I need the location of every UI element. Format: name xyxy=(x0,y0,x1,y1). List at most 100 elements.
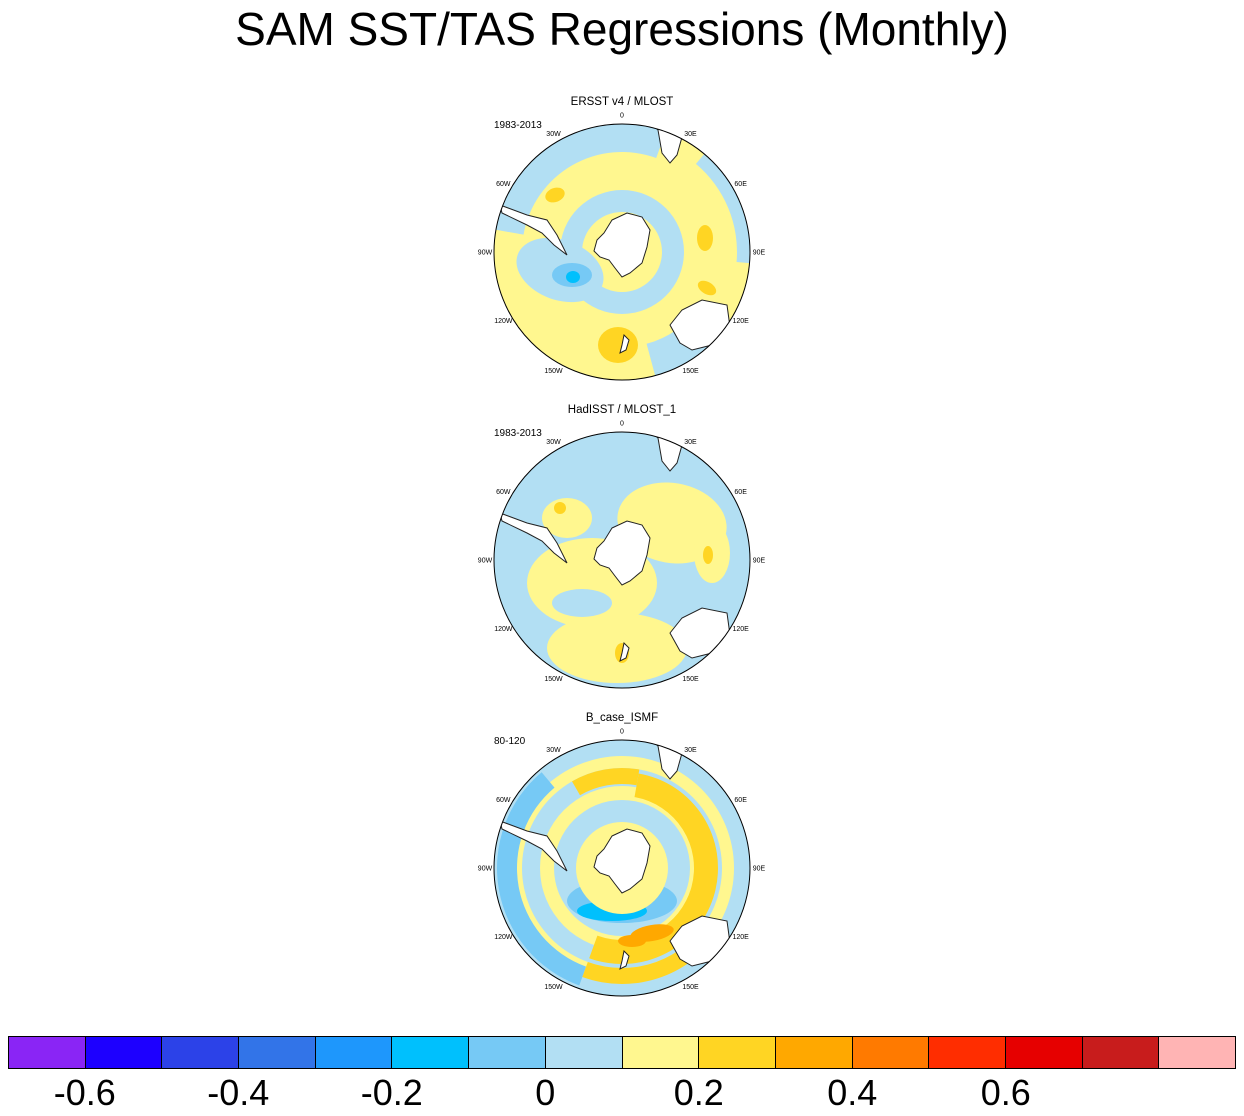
anomaly-patch xyxy=(566,271,580,283)
longitude-label: 120W xyxy=(494,626,513,633)
anomaly-patch xyxy=(703,546,713,564)
colorbar-swatch xyxy=(469,1037,546,1068)
longitude-label: 150W xyxy=(544,676,563,683)
longitude-label: 90W xyxy=(478,558,493,565)
longitude-label: 150E xyxy=(682,676,699,683)
colorbar-tick-label: 0 xyxy=(535,1072,556,1113)
colorbar-swatch xyxy=(85,1037,163,1068)
longitude-label: 150W xyxy=(544,984,563,991)
colorbar-labels: -0.6 -0.4 -0.2 0 0.2 0.4 0.6 xyxy=(8,1072,1236,1116)
antarctica-landmass xyxy=(593,828,651,894)
longitude-label: 30W xyxy=(546,131,561,138)
map-boundary xyxy=(493,123,751,381)
colorbar-swatch xyxy=(1159,1037,1235,1068)
map-panel-hadisst: HadISST / MLOST_1 1983-2013 0 30E 60E 90E 12… xyxy=(472,403,772,693)
longitude-label: 30W xyxy=(546,747,561,754)
map-field xyxy=(494,740,750,996)
longitude-label: 150E xyxy=(682,368,699,375)
panel-period: 1983-2013 xyxy=(494,120,542,131)
colorbar-tick-label: 0.6 xyxy=(980,1072,1031,1113)
colorbar-swatch xyxy=(239,1037,316,1068)
longitude-label: 30E xyxy=(684,439,697,446)
longitude-label: 90E xyxy=(753,866,766,873)
longitude-label: 0 xyxy=(620,729,624,736)
longitude-label: 60W xyxy=(496,489,511,496)
colorbar-swatch xyxy=(315,1037,393,1068)
colorbar-swatch xyxy=(1082,1037,1160,1068)
anomaly-patch xyxy=(554,502,566,514)
anomaly-band xyxy=(495,124,666,235)
panel-period: 1983-2013 xyxy=(494,428,542,439)
anomaly-patch xyxy=(598,327,638,363)
polar-map: 030E60E90E120E150E180150W120W90W60W30W xyxy=(478,113,766,381)
map-field xyxy=(494,432,750,688)
panel-title: B_case_ISMF xyxy=(585,712,659,724)
longitude-label: 90W xyxy=(478,866,493,873)
new-zealand-landmass xyxy=(619,333,630,354)
south-america-landmass xyxy=(499,820,568,872)
colorbar-swatch xyxy=(622,1037,700,1068)
colorbar-tick-label: -0.6 xyxy=(53,1072,116,1113)
longitude-label: 30E xyxy=(684,131,697,138)
south-america-landmass xyxy=(499,204,568,256)
panel-title: HadISST / MLOST_1 xyxy=(567,404,677,416)
colorbar-tick-label: 0.4 xyxy=(827,1072,878,1113)
longitude-label: 150W xyxy=(544,368,563,375)
south-america-landmass xyxy=(499,512,568,564)
colorbar-swatch xyxy=(545,1037,623,1068)
map-boundary xyxy=(493,739,751,997)
anomaly-patch xyxy=(552,589,612,617)
polar-map: 030E60E90E120E150E180150W120W90W60W30W xyxy=(478,729,766,997)
new-zealand-landmass xyxy=(619,949,630,970)
colorbar-tick-label: 0.2 xyxy=(673,1072,724,1113)
anomaly-patch xyxy=(697,280,717,296)
longitude-label: 60E xyxy=(734,181,747,188)
longitude-label: 90E xyxy=(753,558,766,565)
anomaly-patch xyxy=(545,187,565,203)
longitude-label: 0 xyxy=(620,421,624,428)
page-title: SAM SST/TAS Regressions (Monthly) xyxy=(235,3,1009,55)
polar-map: 030E60E90E120E150E180150W120W90W60W30W xyxy=(478,421,766,689)
anomaly-band xyxy=(695,153,750,264)
longitude-label: 120W xyxy=(494,318,513,325)
colorbar-tick-label: -0.2 xyxy=(360,1072,423,1113)
longitude-label: 30E xyxy=(684,747,697,754)
colorbar-swatch xyxy=(852,1037,930,1068)
colorbar-swatch xyxy=(775,1037,853,1068)
antarctica-landmass xyxy=(593,212,651,278)
new-zealand-landmass xyxy=(619,641,630,662)
map-panel-ersst: ERSST v4 / MLOST 1983-2013 0 30E 60E 90E 120… xyxy=(472,95,772,385)
longitude-label: 120E xyxy=(732,318,749,325)
colorbar xyxy=(8,1036,1236,1069)
colorbar-swatch xyxy=(929,1037,1006,1068)
longitude-label: 90W xyxy=(478,250,493,257)
panel-period: 80-120 xyxy=(494,736,526,747)
longitude-label: 30W xyxy=(546,439,561,446)
longitude-label: 0 xyxy=(620,113,624,120)
colorbar-swatch xyxy=(9,1037,86,1068)
colorbar-swatch xyxy=(1005,1037,1083,1068)
longitude-label: 60E xyxy=(734,797,747,804)
anomaly-band xyxy=(572,768,640,796)
map-panel-model: B_case_ISMF 80-120 030E60E90E120E150E180… xyxy=(472,711,772,1001)
longitude-label: 120E xyxy=(732,934,749,941)
panel-title: ERSST v4 / MLOST xyxy=(570,96,674,108)
anomaly-patch xyxy=(697,225,713,251)
longitude-label: 60W xyxy=(496,797,511,804)
longitude-label: 120W xyxy=(494,934,513,941)
colorbar-tick-label: -0.4 xyxy=(207,1072,270,1113)
anomaly-band xyxy=(589,773,718,964)
longitude-label: 90E xyxy=(753,250,766,257)
longitude-label: 60W xyxy=(496,181,511,188)
map-boundary xyxy=(493,431,751,689)
map-field xyxy=(494,124,750,380)
longitude-label: 150E xyxy=(682,984,699,991)
longitude-label: 60E xyxy=(734,489,747,496)
antarctica-landmass xyxy=(593,520,651,586)
anomaly-patch xyxy=(618,935,646,947)
anomaly-band xyxy=(497,772,587,986)
colorbar-swatch xyxy=(162,1037,240,1068)
colorbar-swatch xyxy=(392,1037,470,1068)
longitude-label: 120E xyxy=(732,626,749,633)
colorbar-swatch xyxy=(699,1037,776,1068)
